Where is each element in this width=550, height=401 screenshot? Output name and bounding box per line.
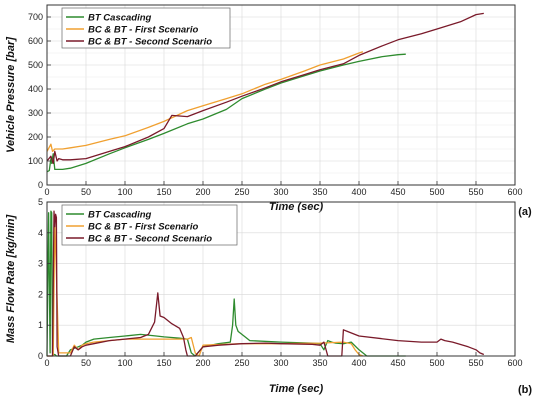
y-tick-label: 700 <box>28 12 43 22</box>
legend-entry-3: BC & BT - Second Scenario <box>88 234 212 245</box>
y-tick-label: 0 <box>38 351 43 361</box>
legend-entry-1: BT Cascading <box>88 13 152 24</box>
legend-box <box>61 204 238 246</box>
y-tick-label: 5 <box>38 197 43 207</box>
series-line-2 <box>46 51 364 153</box>
chart-a: 0 50 100 150 200 250 300 350 400 450 500 550 600 0 100… <box>5 4 532 218</box>
x-tick-label: 0 <box>44 187 49 197</box>
legend-entry-1: BT Cascading <box>88 210 152 221</box>
x-tick-label: 500 <box>429 358 444 368</box>
panel-label: (b) <box>518 384 532 396</box>
legend-entry-3: BC & BT - Second Scenario <box>88 37 212 48</box>
x-tick-label: 200 <box>195 358 210 368</box>
y-tick-label: 300 <box>28 108 43 118</box>
x-axis-label: Time (sec) <box>269 383 324 395</box>
x-tick-label: 400 <box>351 187 366 197</box>
y-tick-label: 0 <box>38 180 43 190</box>
y-tick-label: 4 <box>38 228 43 238</box>
y-tick-label: 3 <box>38 259 43 269</box>
x-tick-label: 250 <box>234 187 249 197</box>
x-tick-label: 0 <box>44 358 49 368</box>
y-tick-label: 2 <box>38 289 43 299</box>
y-tick-label: 1 <box>38 320 43 330</box>
x-tick-label: 200 <box>195 187 210 197</box>
x-tick-label: 100 <box>117 187 132 197</box>
x-tick-label: 600 <box>507 358 522 368</box>
x-tick-label: 550 <box>468 187 483 197</box>
x-tick-label: 100 <box>117 358 132 368</box>
y-tick-label: 600 <box>28 36 43 46</box>
x-tick-label: 350 <box>312 358 327 368</box>
legend-entry-2: BC & BT - First Scenario <box>88 25 199 36</box>
x-tick-label: 150 <box>156 187 171 197</box>
x-tick-label: 500 <box>429 187 444 197</box>
y-tick-label: 100 <box>28 156 43 166</box>
x-tick-label: 150 <box>156 358 171 368</box>
chart-b: 0 50 100 150 200 250 300 350 400 450 500 550 600 0 1 2 3… <box>5 197 532 396</box>
x-tick-label: 50 <box>81 187 91 197</box>
y-tick-label: 200 <box>28 132 43 142</box>
x-tick-label: 250 <box>234 358 249 368</box>
x-tick-label: 600 <box>507 187 522 197</box>
series-line-3 <box>46 12 484 165</box>
y-tick-label: 400 <box>28 84 43 94</box>
y-axis-label: Vehicle Pressure [bar] <box>5 37 17 153</box>
y-tick-label: 500 <box>28 60 43 70</box>
panel-label: (a) <box>518 206 532 218</box>
y-axis-label: Mass Flow Rate [kg/min] <box>5 214 17 343</box>
series-line-2 <box>47 219 364 357</box>
legend-box <box>61 7 231 49</box>
x-tick-label: 300 <box>273 187 288 197</box>
x-tick-label: 50 <box>81 358 91 368</box>
legend-entry-2: BC & BT - First Scenario <box>88 222 199 233</box>
x-axis-label: Time (sec) <box>269 201 324 213</box>
x-tick-label: 350 <box>312 187 327 197</box>
x-tick-label: 550 <box>468 358 483 368</box>
x-tick-label: 450 <box>390 187 405 197</box>
x-tick-label: 450 <box>390 358 405 368</box>
x-tick-label: 400 <box>351 358 366 368</box>
x-tick-label: 300 <box>273 358 288 368</box>
